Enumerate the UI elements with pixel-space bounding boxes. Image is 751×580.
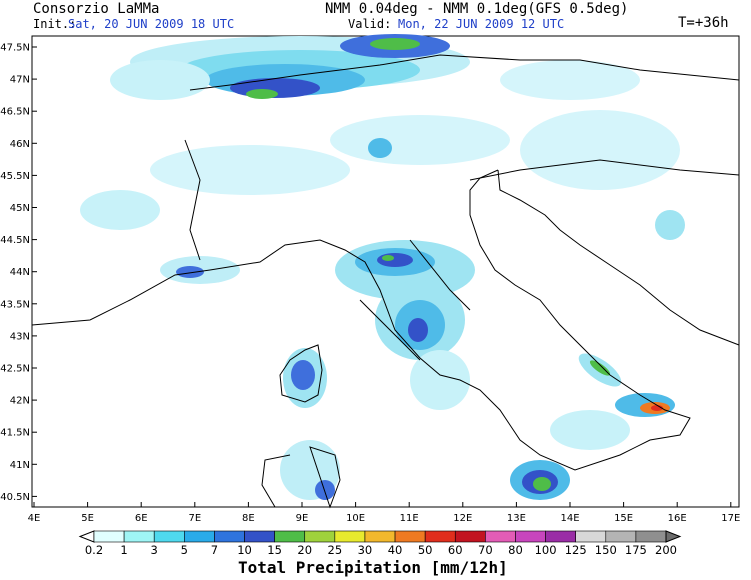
colorbar-swatch — [274, 530, 306, 543]
colorbar-label: 70 — [478, 543, 493, 557]
lead-time: T=+36h — [678, 15, 729, 31]
colorbar-label: 1 — [120, 543, 128, 557]
lat-tick-label: 42.5N — [0, 364, 30, 375]
colorbar-swatch — [635, 530, 667, 543]
lon-tick-label: 4E — [28, 513, 41, 524]
colorbar-label: 40 — [387, 543, 403, 557]
colorbar-label: 200 — [655, 543, 677, 557]
colorbar-label: 0.2 — [84, 543, 104, 557]
colorbar-swatch — [605, 530, 637, 543]
lat-tick-label: 45.5N — [0, 171, 30, 182]
colorbar-label: 100 — [534, 543, 557, 557]
colorbar-under-triangle — [78, 530, 95, 543]
colorbar-label: 80 — [508, 543, 523, 557]
colorbar-label: 5 — [180, 543, 188, 557]
lon-tick-label: 17E — [721, 513, 740, 524]
colorbar-title: Total Precipitation [mm/12h] — [238, 558, 508, 577]
lat-tick-label: 46N — [10, 139, 30, 150]
colorbar-label: 125 — [564, 543, 587, 557]
lat-tick-label: 41.5N — [0, 428, 30, 439]
lon-tick-label: 15E — [614, 513, 633, 524]
colorbar-swatch — [515, 530, 546, 543]
lat-tick-label: 41N — [10, 460, 30, 471]
lat-tick-label: 42N — [10, 396, 30, 407]
lat-tick-label: 43N — [10, 331, 30, 342]
colorbar-label: 50 — [417, 543, 433, 557]
colorbar-swatch — [394, 530, 426, 543]
colorbar-swatch — [364, 530, 396, 543]
colorbar-label: 30 — [357, 543, 373, 557]
lat-tick-label: 47N — [10, 75, 30, 86]
lon-tick-label: 9E — [296, 513, 309, 524]
lon-tick-label: 8E — [242, 513, 255, 524]
lon-tick-label: 6E — [135, 513, 148, 524]
lon-tick-label: 12E — [453, 513, 472, 524]
coastlines — [31, 54, 740, 509]
colorbar-label: 20 — [297, 543, 313, 557]
lat-tick-label: 40.5N — [0, 492, 30, 503]
lon-tick-label: 5E — [81, 513, 94, 524]
lat-tick-label: 47.5N — [0, 43, 30, 54]
colorbar-swatch — [123, 530, 155, 543]
lat-tick-label: 43.5N — [0, 299, 30, 310]
colorbar-label: 175 — [624, 543, 647, 557]
colorbar-swatch — [244, 530, 275, 543]
colorbar-swatch — [214, 530, 245, 543]
colorbar-swatch — [184, 530, 215, 543]
lon-tick-label: 7E — [188, 513, 201, 524]
latitude-axis: 47.5N 47N 46.5N 46N 45.5N 45N 44.5N 44N 43.5N 43N… — [0, 43, 37, 503]
lat-tick-label: 44.5N — [0, 235, 30, 246]
colorbar-label: 10 — [237, 543, 252, 557]
colorbar-swatch — [575, 530, 607, 543]
colorbar-label: 7 — [210, 543, 219, 557]
lat-tick-label: 45N — [10, 203, 30, 214]
colorbar-label: 60 — [447, 543, 463, 557]
valid-value: Mon, 22 JUN 2009 12 UTC — [398, 17, 565, 31]
colorbar-label: 3 — [150, 543, 158, 557]
lon-tick-label: 16E — [668, 513, 687, 524]
colorbar-swatch — [334, 530, 366, 543]
colorbar — [78, 530, 682, 543]
model-title: NMM 0.04deg - NMM 0.1deg(GFS 0.5deg) — [325, 1, 629, 17]
colorbar-swatch — [485, 530, 516, 543]
colorbar-swatch — [153, 530, 185, 543]
colorbar-swatch — [454, 530, 486, 543]
longitude-axis: 4E 5E 6E 7E 8E 9E 10E 11E 12E 13E 14E 15E 16E 17E — [28, 502, 740, 524]
colorbar-swatch — [304, 530, 336, 543]
colorbar-label: 25 — [327, 543, 343, 557]
valid-label: Valid: — [348, 17, 392, 31]
lon-tick-label: 14E — [560, 513, 579, 524]
lat-tick-label: 44N — [10, 267, 30, 278]
colorbar-swatch — [424, 530, 456, 543]
colorbar-swatch — [93, 530, 125, 543]
org-title: Consorzio LaMMa — [33, 1, 160, 17]
init-value: Sat, 20 JUN 2009 18 UTC — [68, 17, 235, 31]
colorbar-swatch — [545, 530, 576, 543]
lon-tick-label: 11E — [400, 513, 419, 524]
lon-tick-label: 13E — [507, 513, 526, 524]
init-label: Init.: — [33, 17, 77, 31]
colorbar-over-triangle — [665, 530, 682, 543]
lon-tick-label: 10E — [346, 513, 365, 524]
precipitation-field — [80, 34, 685, 500]
colorbar-label: 15 — [267, 543, 282, 557]
colorbar-label: 150 — [594, 543, 617, 557]
lat-tick-label: 46.5N — [0, 107, 30, 118]
